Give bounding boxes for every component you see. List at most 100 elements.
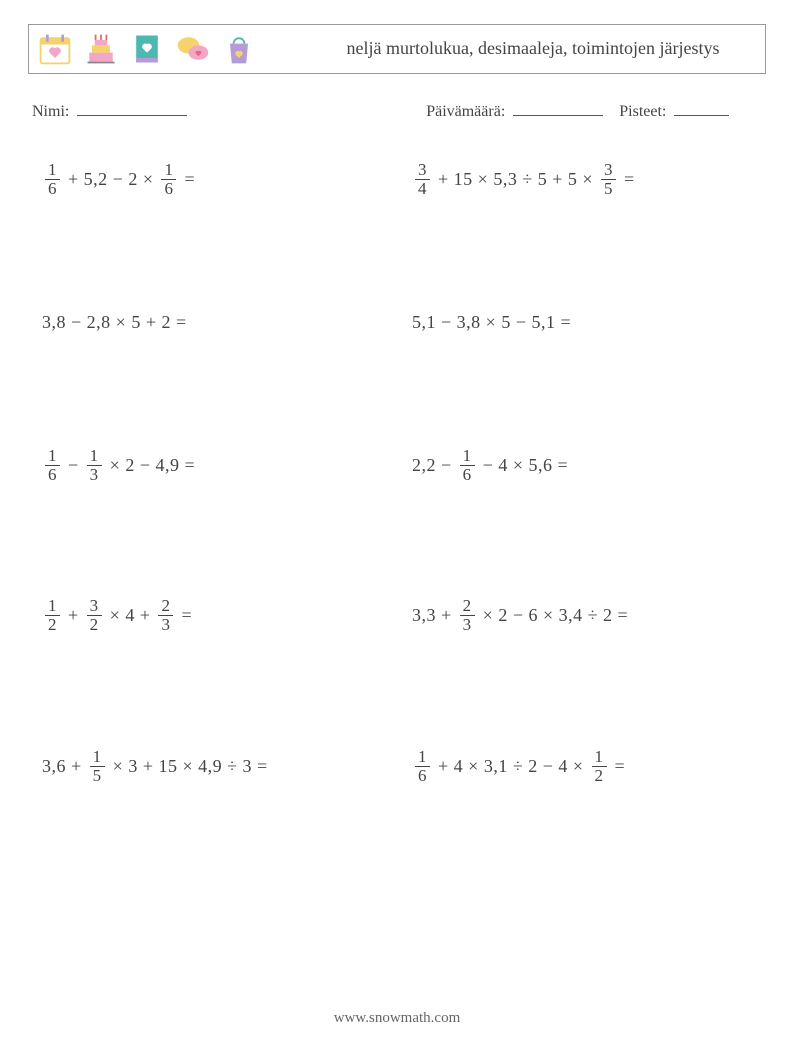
operator: × [113, 756, 124, 777]
equals: = [257, 756, 268, 777]
equals: = [560, 312, 571, 333]
operator: − [113, 169, 124, 190]
operator: − [441, 455, 452, 476]
problem-9: 3,6+15×3+15×4,9÷3= [42, 748, 392, 785]
equals: = [184, 169, 195, 190]
number: 15 [158, 756, 177, 777]
number: 5 [501, 312, 511, 333]
header-icons [37, 31, 257, 67]
name-field: Nimi: [32, 100, 426, 121]
number: 2 [128, 169, 138, 190]
chat-heart-icon [175, 31, 211, 67]
problem-2: 34+15×5,3÷5+5×35= [412, 161, 762, 198]
equals: = [181, 605, 192, 626]
fraction: 12 [45, 597, 60, 634]
operator: + [143, 756, 154, 777]
operator: − [516, 312, 527, 333]
cake-icon [83, 31, 119, 67]
equals: = [624, 169, 635, 190]
calendar-heart-icon [37, 31, 73, 67]
operator: ÷ [513, 756, 523, 777]
fraction: 13 [87, 447, 102, 484]
operator: × [143, 169, 154, 190]
number: 5 [538, 169, 548, 190]
operator: + [441, 605, 452, 626]
number: 2 [125, 455, 135, 476]
problem-3: 3,8−2,8×5+2= [42, 312, 392, 333]
number: 6 [528, 605, 538, 626]
operator: + [68, 605, 79, 626]
shopping-bag-icon [221, 31, 257, 67]
number: 4 [454, 756, 464, 777]
date-label: Päivämäärä: [426, 103, 505, 120]
number: 3,4 [559, 605, 583, 626]
worksheet-title: neljä murtolukua, desimaaleja, toimintoj… [257, 38, 757, 60]
number: 2 [603, 605, 613, 626]
problem-5: 16−13×2−4,9= [42, 447, 392, 484]
fraction: 32 [87, 597, 102, 634]
operator: × [110, 605, 121, 626]
operator: − [68, 455, 79, 476]
meta-row: Nimi: Päivämäärä: Pisteet: [28, 100, 766, 121]
number: 3,1 [484, 756, 508, 777]
problem-7: 12+32×4+23= [42, 597, 392, 634]
fraction: 16 [45, 161, 60, 198]
operator: − [71, 312, 82, 333]
book-heart-icon [129, 31, 165, 67]
operator: + [438, 756, 449, 777]
operator: + [68, 169, 79, 190]
fraction: 16 [45, 447, 60, 484]
equals: = [618, 605, 629, 626]
fraction: 15 [90, 748, 105, 785]
number: 5,3 [493, 169, 517, 190]
operator: − [140, 455, 151, 476]
number: 2,8 [87, 312, 111, 333]
operator: + [71, 756, 82, 777]
equals: = [184, 455, 195, 476]
operator: ÷ [227, 756, 237, 777]
operator: × [483, 605, 494, 626]
number: 4 [125, 605, 135, 626]
date-blank [513, 100, 603, 116]
operator: + [140, 605, 151, 626]
operator: ÷ [522, 169, 532, 190]
equals: = [176, 312, 187, 333]
operator: × [182, 756, 193, 777]
operator: − [441, 312, 452, 333]
name-blank [77, 100, 187, 116]
operator: ÷ [588, 605, 598, 626]
header-box: neljä murtolukua, desimaaleja, toimintoj… [28, 24, 766, 74]
operator: × [486, 312, 497, 333]
operator: − [483, 455, 494, 476]
operator: × [110, 455, 121, 476]
number: 2 [161, 312, 171, 333]
number: 5,1 [412, 312, 436, 333]
problem-10: 16+4×3,1÷2−4×12= [412, 748, 762, 785]
operator: − [513, 605, 524, 626]
operator: + [146, 312, 157, 333]
problem-6: 2,2−16−4×5,6= [412, 447, 762, 484]
operator: × [116, 312, 127, 333]
operator: + [552, 169, 563, 190]
number: 3,8 [457, 312, 481, 333]
operator: × [478, 169, 489, 190]
problem-8: 3,3+23×2−6×3,4÷2= [412, 597, 762, 634]
number: 3,8 [42, 312, 66, 333]
score-field: Pisteet: [619, 100, 729, 121]
number: 5,6 [528, 455, 552, 476]
equals: = [615, 756, 626, 777]
number: 3,3 [412, 605, 436, 626]
problems-grid: 16+5,2−2×16=34+15×5,3÷5+5×35=3,8−2,8×5+2… [28, 161, 766, 785]
score-label: Pisteet: [619, 103, 666, 120]
fraction: 16 [415, 748, 430, 785]
number: 4,9 [198, 756, 222, 777]
number: 5 [131, 312, 141, 333]
number: 2 [498, 605, 508, 626]
fraction: 23 [158, 597, 173, 634]
operator: − [543, 756, 554, 777]
number: 4 [558, 756, 568, 777]
fraction: 16 [460, 447, 475, 484]
operator: × [468, 756, 479, 777]
operator: × [582, 169, 593, 190]
number: 4 [498, 455, 508, 476]
